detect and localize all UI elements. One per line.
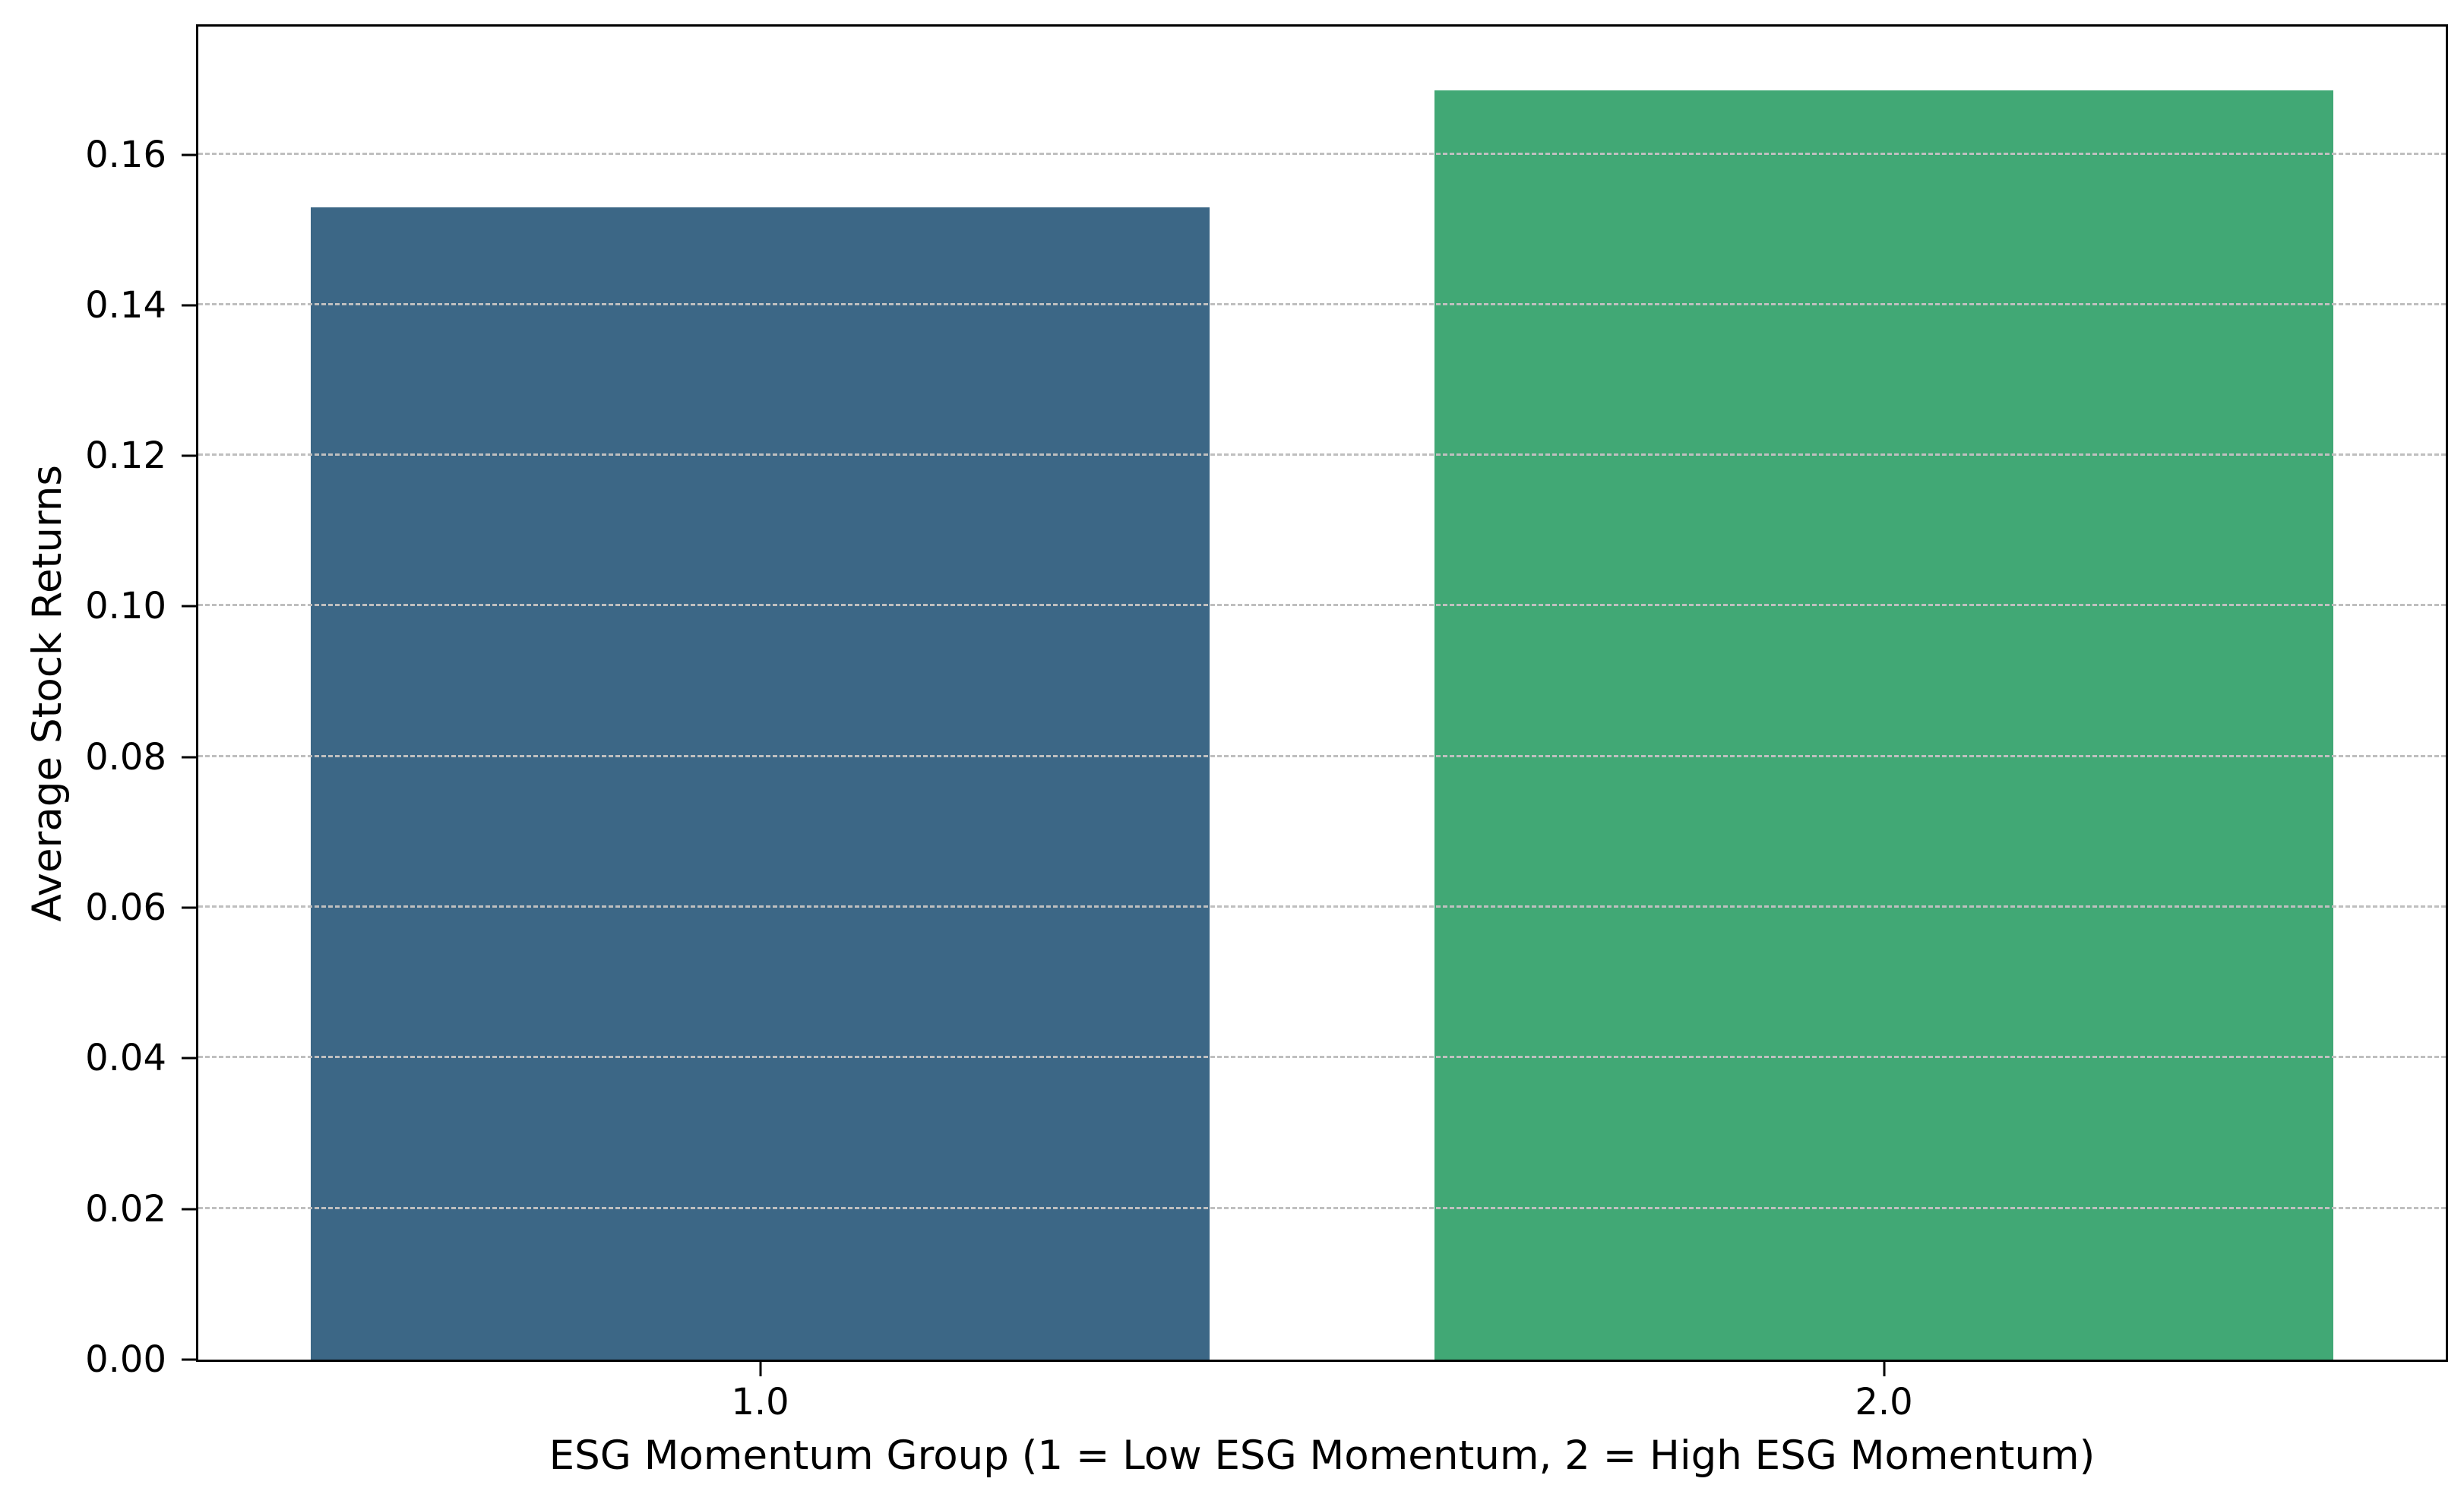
y-tick-mark <box>182 906 198 909</box>
y-tick-mark <box>182 1057 198 1060</box>
y-tick-mark <box>182 605 198 608</box>
y-tick-mark <box>182 153 198 156</box>
y-gridline <box>198 152 2446 155</box>
y-tick-label: 0.16 <box>85 133 166 176</box>
y-gridline <box>198 905 2446 908</box>
x-tick-label: 1.0 <box>731 1381 789 1423</box>
y-gridline <box>198 453 2446 456</box>
y-gridline <box>198 1056 2446 1059</box>
y-tick-label: 0.02 <box>85 1187 166 1230</box>
y-gridline <box>198 1206 2446 1209</box>
plot-area: ESG Momentum Group (1 = Low ESG Momentum… <box>85 24 2448 1476</box>
x-tick-mark <box>1883 1360 1885 1376</box>
y-tick-label: 0.08 <box>85 735 166 779</box>
y-axis-label: Average Stock Returns <box>17 24 77 1362</box>
x-tick-label: 2.0 <box>1855 1381 1913 1423</box>
y-tick-label: 0.06 <box>85 886 166 930</box>
bar-1-0 <box>310 207 1210 1360</box>
y-tick-label: 0.00 <box>85 1338 166 1381</box>
y-tick-label: 0.14 <box>85 283 166 327</box>
y-tick-label: 0.04 <box>85 1037 166 1080</box>
y-tick-mark <box>182 304 198 307</box>
bar-2-0 <box>1434 90 2334 1360</box>
y-axis-label-text: Average Stock Returns <box>24 464 71 922</box>
y-tick-label: 0.12 <box>85 434 166 478</box>
y-tick-label: 0.10 <box>85 585 166 628</box>
y-tick-mark <box>182 1208 198 1211</box>
y-gridline <box>198 302 2446 305</box>
x-tick-mark <box>759 1360 761 1376</box>
y-gridline <box>198 754 2446 757</box>
y-tick-mark <box>182 1358 198 1361</box>
y-tick-mark <box>182 756 198 759</box>
y-tick-mark <box>182 454 198 457</box>
y-gridline <box>198 604 2446 607</box>
x-axis-label: ESG Momentum Group (1 = Low ESG Momentum… <box>549 1433 2096 1479</box>
